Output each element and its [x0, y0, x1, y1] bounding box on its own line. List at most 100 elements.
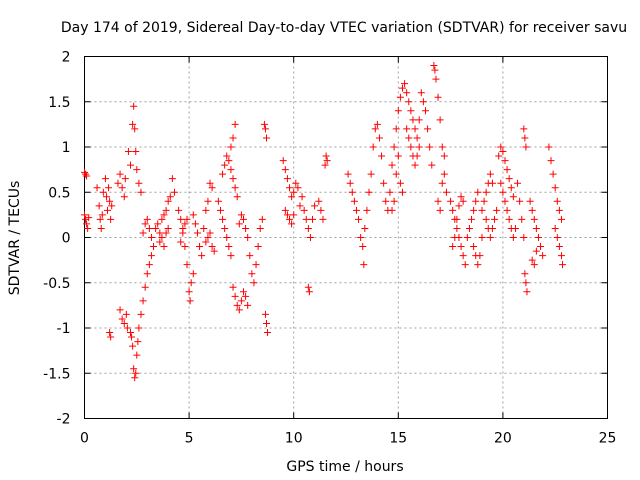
- data-point: [200, 224, 208, 232]
- data-point: [495, 152, 503, 160]
- data-point: [407, 143, 415, 151]
- data-point: [133, 166, 141, 174]
- data-point: [486, 234, 494, 241]
- data-point: [132, 369, 140, 377]
- data-point: [304, 283, 312, 291]
- data-point: [442, 188, 450, 196]
- x-axis-label: GPS time / hours: [286, 459, 403, 475]
- data-point: [283, 211, 291, 219]
- data-point: [470, 243, 478, 251]
- x-tick-labels: 0 5 10 15 20 25: [80, 431, 616, 447]
- data-point: [472, 197, 480, 205]
- data-point: [106, 329, 114, 337]
- data-point: [246, 252, 254, 260]
- data-point: [526, 197, 534, 205]
- data-point: [532, 247, 540, 255]
- data-point: [143, 215, 151, 223]
- data-point: [378, 152, 386, 160]
- data-point: [306, 234, 314, 241]
- data-point: [118, 315, 126, 323]
- data-point: [141, 220, 149, 228]
- data-point: [478, 234, 486, 241]
- data-point: [158, 215, 166, 223]
- data-point: [107, 333, 115, 341]
- data-point: [235, 220, 243, 228]
- data-point: [118, 184, 126, 192]
- data-point: [98, 211, 106, 219]
- data-point: [263, 134, 271, 142]
- data-point: [170, 188, 178, 196]
- data-point: [474, 188, 482, 196]
- data-point: [189, 270, 197, 278]
- data-point: [95, 202, 103, 210]
- data-point: [392, 170, 400, 178]
- data-point: [237, 211, 245, 219]
- data-point: [116, 306, 124, 314]
- data-point: [421, 107, 429, 115]
- data-point: [183, 261, 191, 269]
- data-point: [132, 148, 140, 156]
- data-point: [434, 93, 442, 101]
- data-point: [453, 224, 461, 232]
- data-point: [204, 234, 212, 241]
- data-point: [549, 170, 557, 178]
- data-point: [221, 161, 229, 169]
- data-point: [557, 252, 565, 260]
- data-point: [256, 224, 264, 232]
- data-point: [158, 234, 166, 241]
- data-point: [501, 157, 509, 165]
- data-point: [123, 324, 131, 332]
- data-point: [137, 310, 145, 318]
- data-point: [242, 224, 250, 232]
- data-point: [206, 229, 214, 237]
- data-point: [244, 301, 252, 309]
- data-point: [522, 279, 530, 287]
- data-point: [553, 234, 561, 241]
- data-point: [436, 206, 444, 214]
- data-point: [83, 172, 91, 180]
- data-point: [227, 166, 235, 174]
- x-tick-label: 15: [389, 431, 407, 447]
- data-point: [130, 365, 138, 373]
- data-point: [296, 202, 304, 210]
- data-point: [229, 283, 237, 291]
- data-point: [468, 215, 476, 223]
- data-point: [553, 197, 561, 205]
- data-point: [81, 168, 88, 176]
- data-point: [85, 214, 93, 222]
- data-point: [264, 329, 272, 337]
- data-point: [309, 215, 317, 223]
- data-point: [315, 197, 323, 205]
- data-point: [520, 125, 528, 133]
- data-point: [187, 279, 195, 287]
- data-point: [350, 197, 358, 205]
- data-point: [528, 256, 536, 264]
- data-point: [417, 89, 425, 97]
- data-point: [193, 229, 201, 237]
- data-point: [281, 166, 289, 174]
- data-point: [248, 270, 256, 278]
- data-point: [121, 175, 129, 183]
- data-point: [392, 125, 400, 133]
- data-point: [185, 288, 193, 296]
- chart-title: Day 174 of 2019, Sidereal Day-to-day VTE…: [61, 20, 627, 36]
- data-point: [488, 179, 496, 187]
- data-point: [227, 252, 235, 260]
- x-tick-label: 10: [285, 431, 303, 447]
- data-point: [488, 224, 496, 232]
- data-point: [294, 184, 302, 192]
- data-point: [401, 80, 409, 88]
- data-point: [419, 98, 427, 106]
- data-point: [390, 143, 398, 151]
- data-point: [152, 224, 160, 232]
- y-tick-label: 1.5: [48, 95, 70, 111]
- data-point: [300, 206, 308, 214]
- data-point: [511, 224, 519, 232]
- data-point: [129, 120, 137, 128]
- data-point: [82, 170, 90, 178]
- data-point: [411, 161, 419, 169]
- data-point: [365, 188, 373, 196]
- data-point: [432, 75, 440, 83]
- data-point: [455, 202, 463, 210]
- data-point: [82, 215, 90, 223]
